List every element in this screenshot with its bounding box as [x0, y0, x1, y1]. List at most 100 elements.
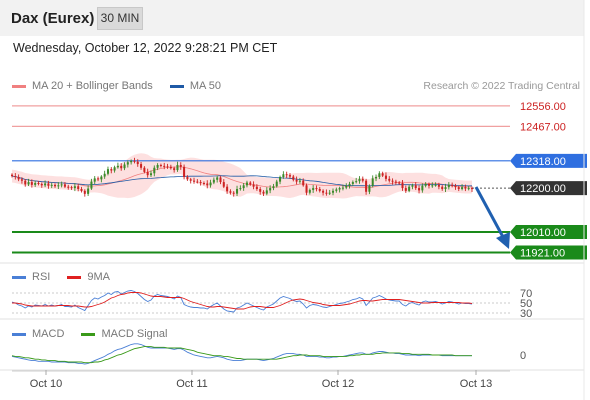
rsi-ma-line: [12, 292, 473, 310]
candle: [183, 166, 186, 177]
candle: [265, 190, 268, 194]
candle: [371, 178, 374, 186]
candle: [156, 164, 159, 168]
candle: [461, 187, 464, 190]
candle: [345, 185, 348, 188]
rsi-line: [11, 290, 473, 313]
legend-item-macd-signal: MACD Signal: [81, 328, 167, 340]
rsi-axis-label: 70: [520, 288, 532, 300]
candle: [388, 178, 391, 181]
candle: [20, 179, 23, 181]
instrument-title: Dax (Eurex): [11, 10, 95, 27]
candle: [331, 190, 335, 193]
legend-item-rsi-ma: 9MA: [67, 271, 110, 283]
candle: [209, 182, 212, 186]
candle: [262, 191, 265, 194]
candle: [259, 189, 262, 192]
candle: [219, 177, 222, 183]
candle: [335, 189, 338, 191]
candle: [17, 176, 20, 180]
candle: [368, 185, 371, 192]
candle: [365, 180, 368, 192]
x-tick-label: Oct 12: [322, 378, 354, 390]
candle: [47, 183, 50, 186]
attribution-text: Research © 2022 Trading Central: [423, 80, 580, 92]
main-legend: MA 20 + Bollinger Bands MA 50: [12, 80, 235, 92]
candle: [401, 183, 404, 189]
candle: [437, 184, 440, 187]
level-label: 12556.00: [520, 101, 566, 113]
candle: [305, 185, 308, 193]
candle: [394, 181, 397, 183]
candle: [322, 190, 325, 193]
candle: [325, 192, 328, 194]
chart-header: Dax (Eurex) 30 MIN: [0, 0, 584, 36]
timeframe-button[interactable]: 30 MIN: [97, 7, 143, 30]
candle: [192, 180, 196, 182]
candle: [427, 183, 430, 186]
candle: [411, 185, 414, 187]
legend-item-ma50: MA 50: [169, 80, 221, 92]
candle: [169, 166, 172, 169]
candle: [252, 184, 255, 187]
level-tag: [510, 224, 587, 239]
macd-panel: 0: [11, 343, 526, 365]
candle: [249, 182, 252, 185]
candle: [312, 188, 315, 190]
legend-item-rsi: RSI: [12, 271, 50, 283]
candle: [404, 188, 407, 191]
candle: [236, 189, 239, 194]
candle: [87, 188, 90, 194]
candle: [255, 186, 258, 190]
legend-item-macd: MACD: [12, 328, 64, 340]
candle: [179, 164, 182, 167]
macd-signal-line: [11, 346, 472, 364]
candle: [216, 177, 219, 180]
candle: [434, 184, 437, 186]
candle: [136, 161, 139, 165]
candle: [315, 188, 318, 190]
candle: [10, 174, 14, 177]
candle: [126, 162, 129, 165]
candle: [421, 185, 424, 191]
candle: [40, 183, 43, 186]
candle: [83, 190, 86, 194]
candle: [302, 180, 305, 186]
candle: [361, 178, 364, 181]
x-tick-label: Oct 10: [30, 378, 62, 390]
candle: [106, 169, 109, 174]
candle: [384, 175, 387, 179]
candle: [414, 185, 417, 189]
candle: [451, 184, 454, 186]
candle: [229, 191, 232, 193]
candle: [232, 192, 235, 194]
level-tag: [510, 181, 587, 196]
candle: [272, 186, 275, 189]
candle: [159, 164, 162, 166]
candle: [355, 181, 358, 183]
candle: [202, 183, 205, 185]
candle: [424, 183, 427, 186]
candle: [80, 189, 83, 191]
candle: [375, 176, 378, 179]
candle: [44, 183, 47, 186]
candle: [130, 160, 133, 163]
candle: [34, 183, 37, 185]
candle: [133, 160, 136, 162]
rsi-axis-label: 50: [520, 298, 532, 310]
level-label: 12467.00: [520, 121, 566, 133]
candle: [295, 179, 298, 182]
candle: [444, 187, 447, 190]
candle: [269, 188, 272, 191]
candle: [298, 180, 301, 182]
candle: [27, 182, 30, 185]
candle: [110, 169, 113, 171]
candle: [226, 186, 229, 192]
rsi-legend: RSI 9MA: [12, 271, 124, 283]
candle: [242, 185, 245, 189]
level-tag: [510, 245, 587, 260]
candle: [140, 164, 143, 168]
candle: [123, 164, 126, 169]
candle: [282, 174, 285, 177]
